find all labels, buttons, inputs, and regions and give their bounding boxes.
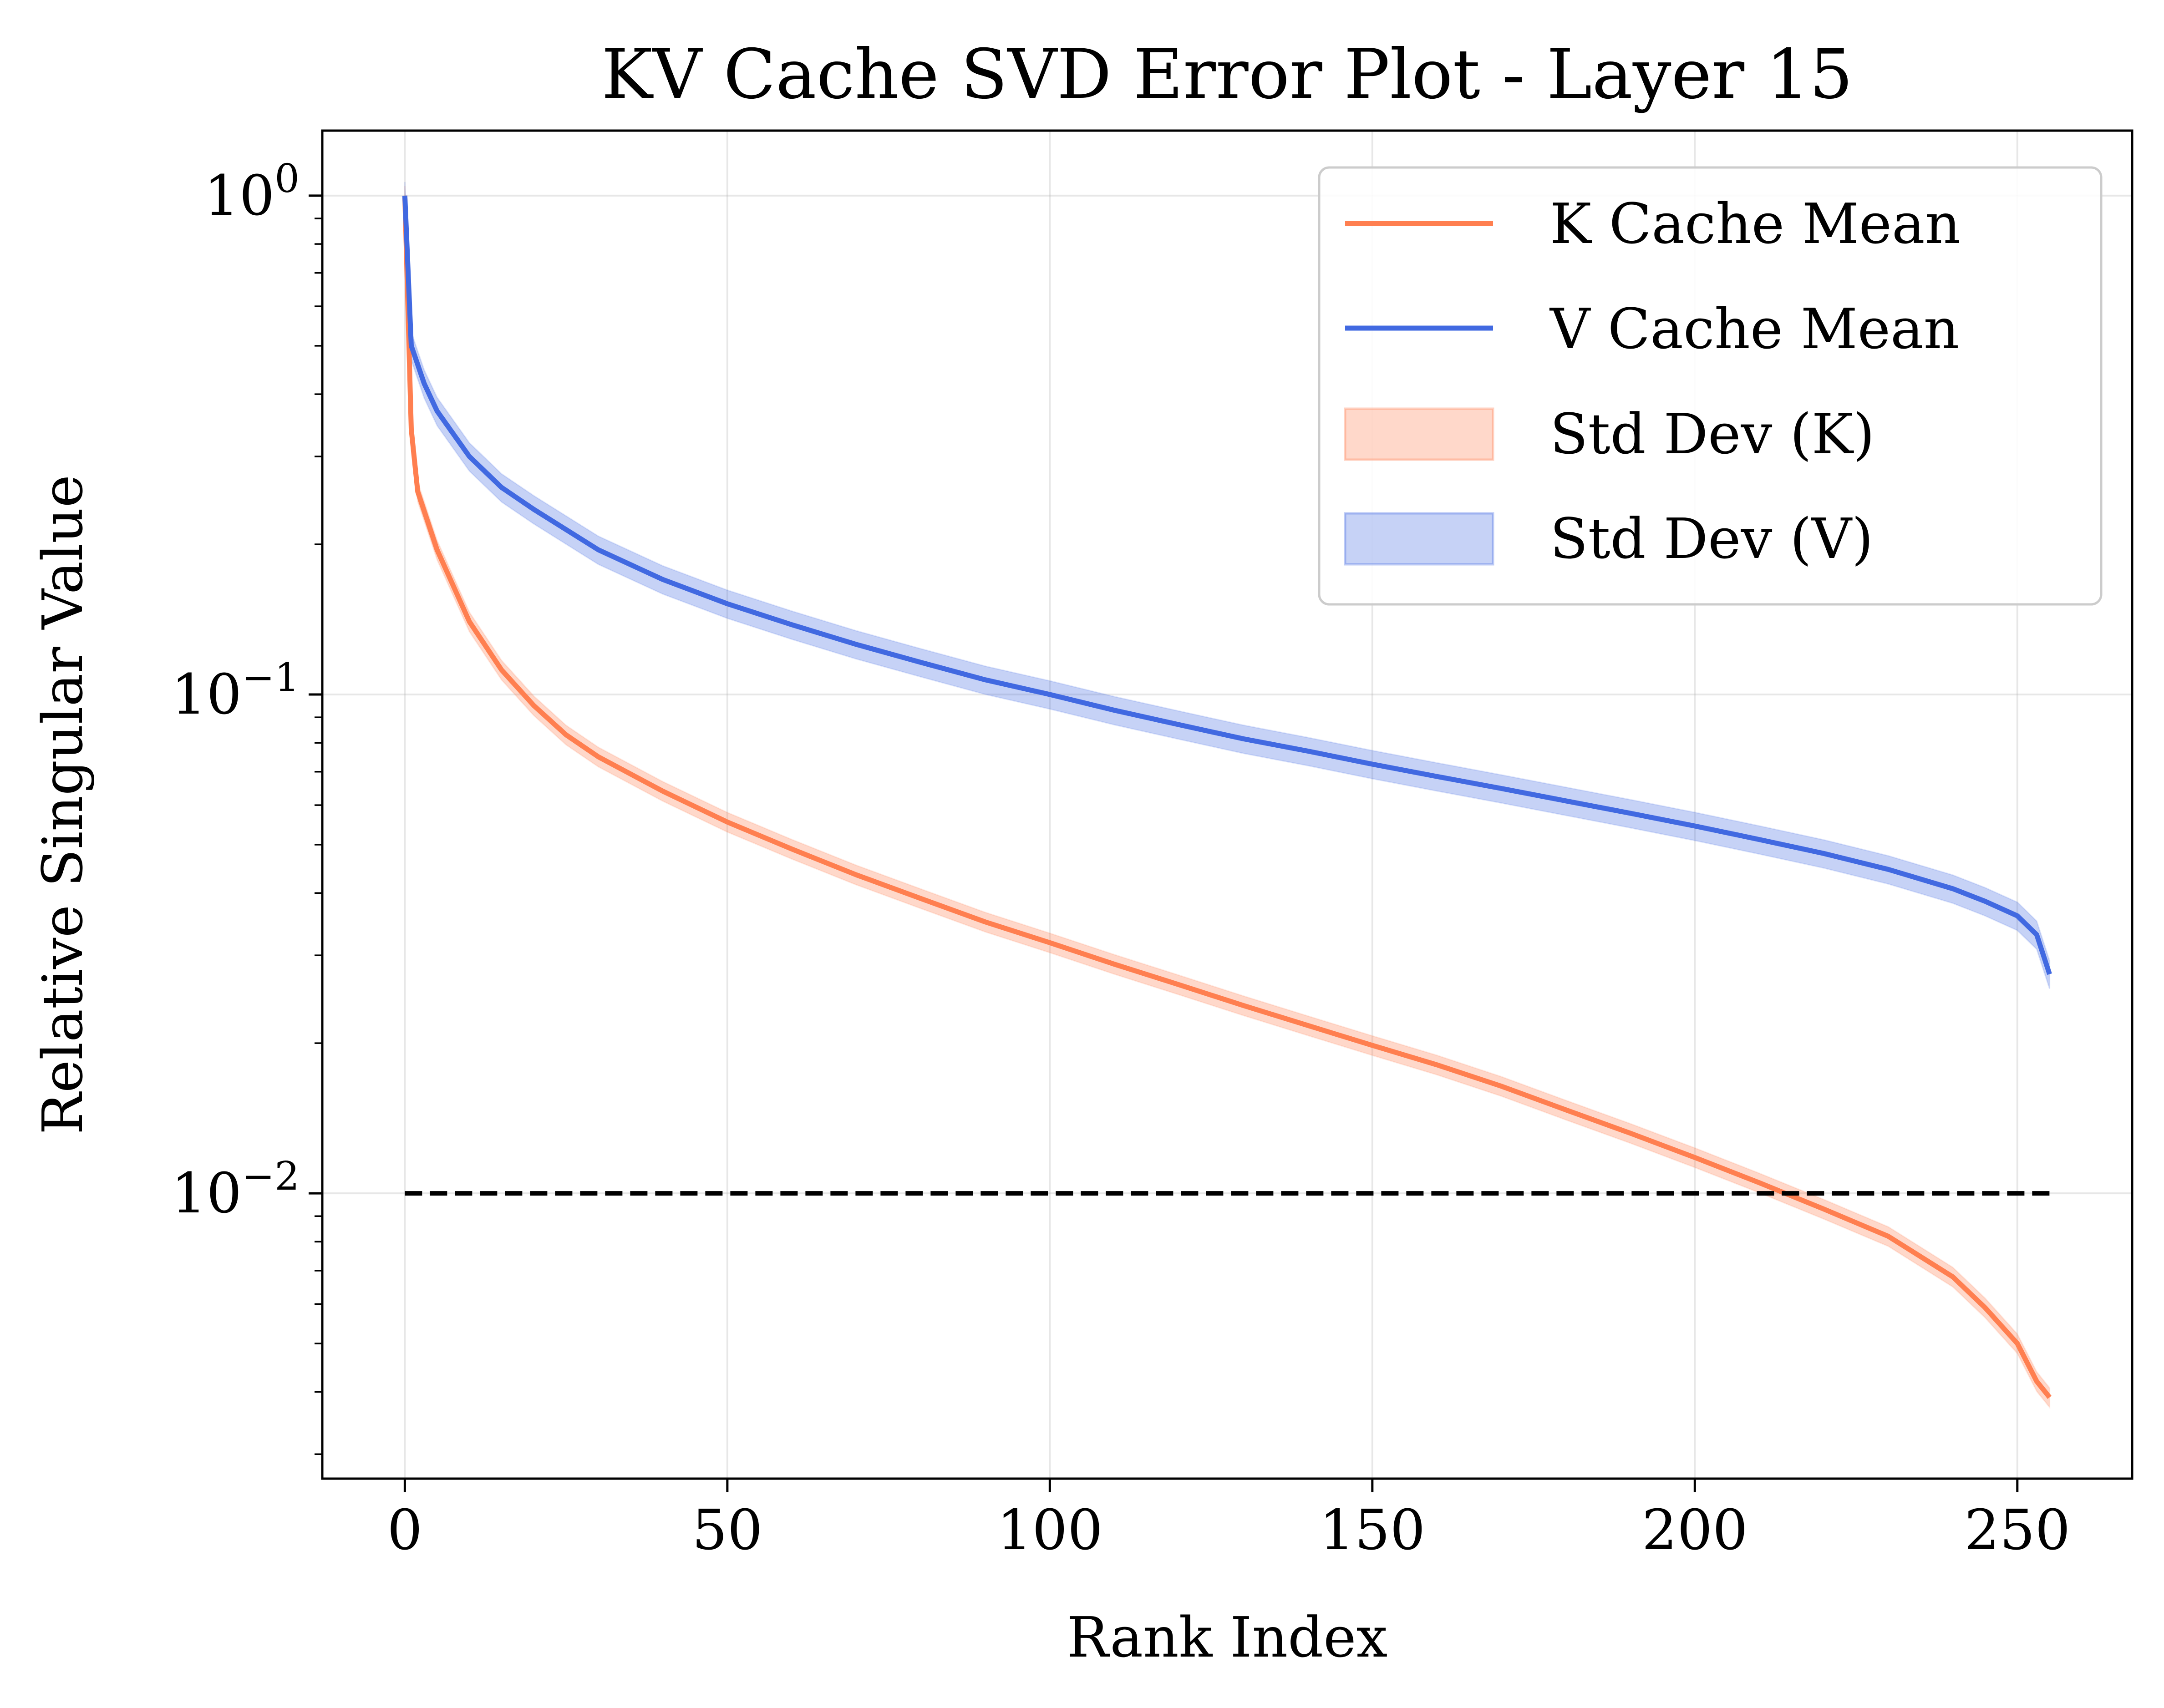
line-layer bbox=[402, 195, 2052, 1399]
legend-k-band-label: Std Dev (K) bbox=[1550, 402, 1875, 466]
x-axis-label: Rank Index bbox=[1067, 1605, 1388, 1670]
series-1-mean-line bbox=[402, 195, 2052, 975]
legend: K Cache Mean V Cache Mean Std Dev (K) St… bbox=[1318, 166, 2103, 606]
series-0-std-band bbox=[404, 186, 2051, 1409]
x-tick-label-3: 150 bbox=[1319, 1498, 1425, 1562]
y-tick-label-1: 10−1 bbox=[171, 655, 300, 727]
legend-v-label: V Cache Mean bbox=[1549, 297, 1959, 361]
x-tick-label-5: 250 bbox=[1964, 1498, 2070, 1562]
legend-k-band-swatch bbox=[1344, 407, 1494, 461]
y-tick-label-2: 10−2 bbox=[171, 1154, 300, 1226]
x-tick-label-1: 50 bbox=[692, 1498, 762, 1562]
series-0-mean-line bbox=[402, 195, 2052, 1399]
chart-title: KV Cache SVD Error Plot - Layer 15 bbox=[601, 35, 1853, 114]
legend-v-band-swatch bbox=[1344, 512, 1494, 566]
series-1-std-band bbox=[404, 182, 2051, 989]
legend-frame bbox=[1318, 166, 2103, 606]
legend-k-label: K Cache Mean bbox=[1550, 192, 1961, 256]
x-tick-label-4: 200 bbox=[1642, 1498, 1748, 1562]
x-tick-label-2: 100 bbox=[997, 1498, 1103, 1562]
x-tick-label-0: 0 bbox=[387, 1498, 423, 1562]
y-axis-label: Relative Singular Value bbox=[30, 475, 95, 1135]
band-layer bbox=[404, 182, 2051, 1409]
legend-v-band-label: Std Dev (V) bbox=[1550, 507, 1874, 571]
